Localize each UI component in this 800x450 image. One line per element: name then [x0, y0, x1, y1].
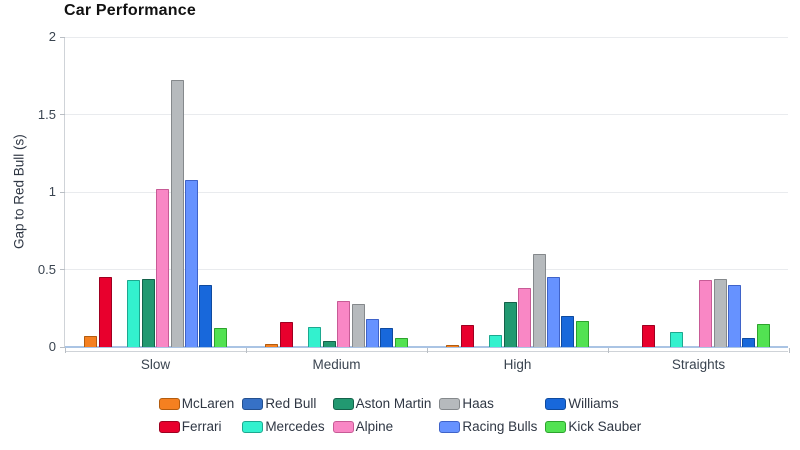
legend-swatch-red-bull [242, 397, 264, 410]
bar-racing-bulls-slow [185, 179, 198, 347]
legend-item-haas: Haas [439, 396, 537, 411]
bar-haas-slow [170, 80, 184, 347]
bar-ferrari-straights [641, 325, 655, 347]
bar-haas-high [532, 254, 546, 347]
bar-aston-martin-slow [141, 278, 155, 347]
plot-area: 0 0.5 1 1.5 2 Slow Medium High Straights [38, 29, 790, 372]
x-tick-1 [245, 348, 247, 353]
y-tick-1 [60, 191, 65, 193]
bar-kick-sauber-slow [213, 328, 227, 347]
x-tick-label-straights: Straights [671, 357, 726, 372]
x-tick-4 [788, 348, 790, 353]
legend-swatch-kick-sauber [545, 420, 567, 433]
x-tick-0 [64, 348, 66, 353]
bar-ferrari-slow [98, 277, 112, 347]
bar-haas-straights [713, 278, 727, 347]
bar-kick-sauber-high [575, 320, 589, 347]
bar-racing-bulls-high [547, 277, 560, 347]
bar-alpine-straights [699, 280, 713, 347]
bar-mclaren-medium [265, 343, 279, 347]
legend-label-kick-sauber: Kick Sauber [568, 419, 642, 434]
legend-item-williams: Williams [545, 396, 641, 411]
bar-kick-sauber-straights [756, 323, 770, 347]
x-tick-3 [607, 348, 609, 353]
bar-aston-martin-high [503, 302, 517, 347]
bar-racing-bulls-medium [366, 319, 379, 347]
y-tick-label-2: 2 [48, 29, 56, 44]
bar-mercedes-slow [127, 280, 141, 347]
y-tick-0.5 [60, 269, 65, 270]
legend-swatch-alpine [332, 420, 354, 433]
legend-item-kick-sauber: Kick Sauber [545, 419, 641, 434]
y-tick-label-0: 0 [48, 339, 56, 354]
y-tick-label-0.5: 0.5 [37, 261, 56, 277]
bar-alpine-high [518, 288, 532, 347]
legend-label-ferrari: Ferrari [181, 419, 222, 434]
legend-swatch-racing-bulls [439, 420, 461, 433]
legend-label-racing-bulls: Racing Bulls [462, 419, 538, 434]
legend-swatch-ferrari [158, 420, 180, 433]
bar-mclaren-high [446, 345, 460, 347]
bar-aston-martin-medium [322, 340, 336, 347]
legend-item-mclaren: McLaren [158, 396, 235, 411]
gridline-y-0.5 [65, 269, 788, 270]
bar-ferrari-medium [279, 322, 293, 347]
legend-item-alpine: Alpine [332, 419, 432, 434]
y-tick-2 [60, 36, 65, 38]
bar-williams-straights [742, 337, 756, 347]
legend-label-williams: Williams [568, 396, 619, 411]
legend-label-haas: Haas [462, 396, 494, 411]
chart-title: Car Performance [64, 2, 196, 19]
legend-label-alpine: Alpine [355, 419, 394, 434]
x-tick-label-medium: Medium [312, 357, 361, 372]
legend-label-mclaren: McLaren [181, 396, 235, 411]
legend: McLaren Ferrari Red Bull Mercedes Aston Mart… [0, 392, 800, 438]
bar-haas-medium [351, 303, 365, 347]
y-tick-label-1.5: 1.5 [37, 106, 56, 122]
bar-racing-bulls-straights [728, 285, 741, 347]
legend-label-mercedes: Mercedes [265, 419, 325, 434]
legend-item-aston-martin: Aston Martin [332, 396, 432, 411]
bar-alpine-slow [156, 188, 170, 347]
bar-williams-high [561, 316, 575, 347]
gridline-y-2 [65, 36, 788, 38]
legend-label-aston-martin: Aston Martin [355, 396, 432, 411]
legend-item-racing-bulls: Racing Bulls [439, 419, 537, 434]
legend-item-mercedes: Mercedes [242, 419, 325, 434]
bar-ferrari-high [460, 325, 474, 347]
gridline-y-1 [65, 191, 788, 193]
x-tick-label-slow: Slow [140, 357, 171, 372]
y-tick-0 [60, 346, 65, 348]
x-tick-2 [426, 348, 428, 353]
legend-item-ferrari: Ferrari [158, 419, 235, 434]
bar-williams-medium [380, 328, 394, 347]
legend-swatch-haas [439, 397, 461, 410]
legend-swatch-aston-martin [332, 397, 354, 410]
bar-mercedes-straights [670, 331, 684, 347]
gridline-y-1.5 [65, 114, 788, 115]
bar-mercedes-high [489, 334, 503, 347]
bar-kick-sauber-medium [394, 337, 408, 347]
y-tick-1.5 [60, 114, 65, 115]
legend-swatch-mclaren [158, 397, 180, 410]
legend-swatch-mercedes [242, 420, 264, 433]
zero-line [65, 346, 788, 348]
bar-williams-slow [199, 285, 213, 347]
x-tick-label-high: High [503, 357, 532, 372]
legend-label-red-bull: Red Bull [265, 396, 317, 411]
bar-mercedes-medium [308, 326, 322, 347]
legend-item-red-bull: Red Bull [242, 396, 324, 411]
bar-mclaren-slow [84, 336, 98, 347]
legend-swatch-williams [545, 397, 567, 410]
bar-alpine-medium [337, 300, 351, 347]
y-tick-label-1: 1 [48, 184, 56, 199]
